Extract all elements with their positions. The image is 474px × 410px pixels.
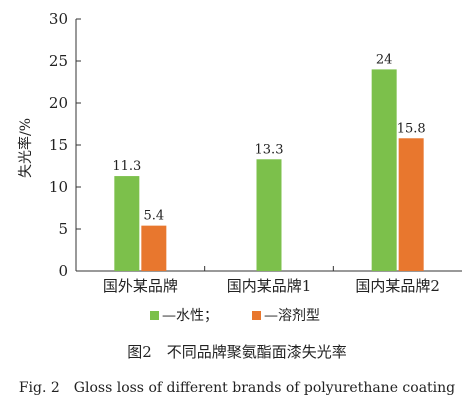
bar-value-label: 11.3: [112, 159, 141, 174]
bar-water-based-1: [114, 176, 140, 271]
bar-solvent-based-1: [141, 225, 167, 271]
bar-solvent-based-3: [398, 138, 424, 271]
bar-value-label: 15.8: [397, 121, 426, 136]
bar-water-based-2: [256, 159, 282, 271]
y-axis-label: 失光率/%: [17, 118, 34, 178]
bar-value-label: 5.4: [143, 209, 164, 224]
y-tick-label: 30: [49, 10, 68, 28]
y-tick-label: 0: [58, 262, 68, 280]
legend-swatch-water-based: [150, 311, 159, 320]
bars: [114, 69, 424, 272]
data-labels: 11.3 5.4 13.3 24 15.8: [112, 52, 425, 223]
bar-value-label: 13.3: [255, 142, 284, 157]
legend-label-water-based: —水性；: [162, 308, 218, 324]
legend: —水性； —溶剂型: [150, 308, 320, 324]
bar-value-label: 24: [376, 52, 393, 67]
y-tick-label: 5: [58, 220, 68, 238]
figure-caption-chinese: 图2 不同品牌聚氨酯面漆失光率: [127, 343, 347, 361]
y-tick-label: 25: [49, 52, 68, 70]
x-category-label: 国内某品牌2: [355, 277, 440, 295]
legend-swatch-solvent-based: [252, 311, 261, 320]
legend-label-solvent-based: —溶剂型: [264, 308, 320, 324]
y-tick-label: 10: [49, 178, 68, 196]
y-tick-label: 15: [49, 136, 68, 154]
x-category-label: 国外某品牌: [103, 277, 178, 295]
y-tick-label: 20: [49, 94, 68, 112]
bar-water-based-3: [371, 69, 397, 272]
axes: 0 5 10 15 20 25 30 国外某品牌 国内某品牌1 国内某品牌2: [49, 10, 462, 295]
figure-caption-english: Fig. 2 Gloss loss of different brands of…: [19, 380, 455, 396]
x-category-label: 国内某品牌1: [227, 277, 312, 295]
